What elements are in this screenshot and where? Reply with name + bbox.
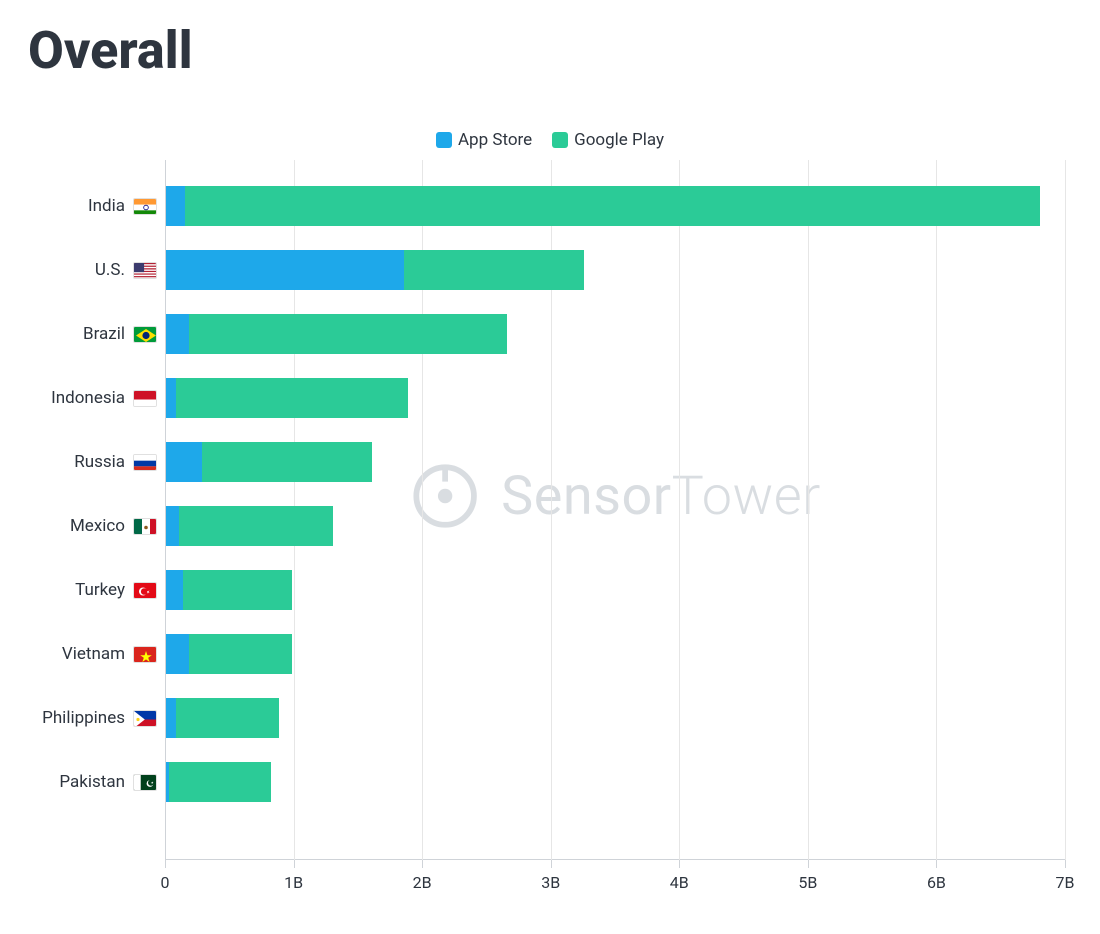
category-text: Indonesia <box>51 388 125 408</box>
x-tick-label: 5B <box>798 873 817 892</box>
bar-row: Pakistan <box>165 750 1065 814</box>
bar-row: Turkey <box>165 558 1065 622</box>
bar-segment-app-store <box>166 634 189 674</box>
x-axis-line <box>165 859 1065 860</box>
flag-icon <box>133 262 157 279</box>
bar-segment-google-play <box>189 314 507 354</box>
legend-item-google-play: Google Play <box>552 130 664 150</box>
bar <box>166 186 1040 226</box>
chart: App Store Google Play SensorTower 01B2B3… <box>0 130 1100 910</box>
category-text: Vietnam <box>62 644 125 664</box>
category-text: Brazil <box>83 324 125 344</box>
flag-icon <box>133 774 157 791</box>
x-tick-label: 6B <box>927 873 946 892</box>
legend-swatch <box>552 132 568 148</box>
bar-segment-google-play <box>404 250 584 290</box>
x-tick-label: 3B <box>541 873 560 892</box>
bar-segment-app-store <box>166 314 189 354</box>
legend-label: App Store <box>458 130 532 150</box>
x-tick-label: 2B <box>413 873 432 892</box>
gridline <box>1065 160 1066 860</box>
legend-label: Google Play <box>574 130 664 150</box>
bar <box>166 314 507 354</box>
category-label: Indonesia <box>51 388 157 408</box>
x-tick <box>936 860 937 868</box>
category-text: Russia <box>74 452 125 472</box>
bar-row: India <box>165 174 1065 238</box>
x-tick <box>165 860 166 868</box>
bar-segment-app-store <box>166 250 404 290</box>
bar-segment-google-play <box>183 570 292 610</box>
flag-icon <box>133 198 157 215</box>
bar-row: Philippines <box>165 686 1065 750</box>
bar <box>166 570 292 610</box>
category-label: Mexico <box>70 516 157 536</box>
bar-segment-app-store <box>166 506 179 546</box>
bar <box>166 698 279 738</box>
bar-row: Vietnam <box>165 622 1065 686</box>
bar-segment-app-store <box>166 698 176 738</box>
category-text: Philippines <box>42 708 125 728</box>
bar <box>166 442 372 482</box>
bar-row: Brazil <box>165 302 1065 366</box>
bar-segment-google-play <box>202 442 372 482</box>
x-tick <box>422 860 423 868</box>
x-tick-label: 1B <box>284 873 303 892</box>
flag-icon <box>133 646 157 663</box>
category-text: Turkey <box>75 580 125 600</box>
flag-icon <box>133 390 157 407</box>
category-label: Vietnam <box>62 644 157 664</box>
category-text: Pakistan <box>59 772 125 792</box>
bar-row: Russia <box>165 430 1065 494</box>
x-tick <box>294 860 295 868</box>
bar <box>166 762 271 802</box>
page-title: Overall <box>28 20 193 81</box>
category-label: Russia <box>74 452 157 472</box>
bar <box>166 250 584 290</box>
bar-row: Mexico <box>165 494 1065 558</box>
bar <box>166 506 333 546</box>
legend: App Store Google Play <box>0 130 1100 152</box>
plot-area: SensorTower 01B2B3B4B5B6B7BIndiaU.S.Braz… <box>165 160 1065 860</box>
x-tick <box>679 860 680 868</box>
category-label: Pakistan <box>59 772 157 792</box>
category-text: Mexico <box>70 516 125 536</box>
bar-segment-app-store <box>166 378 176 418</box>
bar-segment-app-store <box>166 570 183 610</box>
x-tick <box>1065 860 1066 868</box>
bar-segment-app-store <box>166 442 202 482</box>
x-tick-label: 0 <box>161 873 170 892</box>
flag-icon <box>133 326 157 343</box>
x-tick <box>551 860 552 868</box>
bar <box>166 634 292 674</box>
x-tick <box>808 860 809 868</box>
legend-swatch <box>436 132 452 148</box>
flag-icon <box>133 454 157 471</box>
bar-segment-google-play <box>179 506 333 546</box>
bar-segment-google-play <box>169 762 272 802</box>
category-text: U.S. <box>95 260 125 280</box>
bar-segment-app-store <box>166 186 185 226</box>
x-tick-label: 4B <box>670 873 689 892</box>
category-label: Brazil <box>83 324 157 344</box>
flag-icon <box>133 582 157 599</box>
bar-segment-google-play <box>176 698 279 738</box>
bar-segment-google-play <box>176 378 407 418</box>
category-label: Turkey <box>75 580 157 600</box>
flag-icon <box>133 710 157 727</box>
bar-segment-google-play <box>185 186 1040 226</box>
category-label: Philippines <box>42 708 157 728</box>
category-label: U.S. <box>95 260 157 280</box>
bar-segment-google-play <box>189 634 292 674</box>
bar-row: Indonesia <box>165 366 1065 430</box>
legend-item-app-store: App Store <box>436 130 532 150</box>
bar-row: U.S. <box>165 238 1065 302</box>
category-text: India <box>88 196 125 216</box>
x-tick-label: 7B <box>1056 873 1075 892</box>
bar <box>166 378 408 418</box>
category-label: India <box>88 196 157 216</box>
flag-icon <box>133 518 157 535</box>
